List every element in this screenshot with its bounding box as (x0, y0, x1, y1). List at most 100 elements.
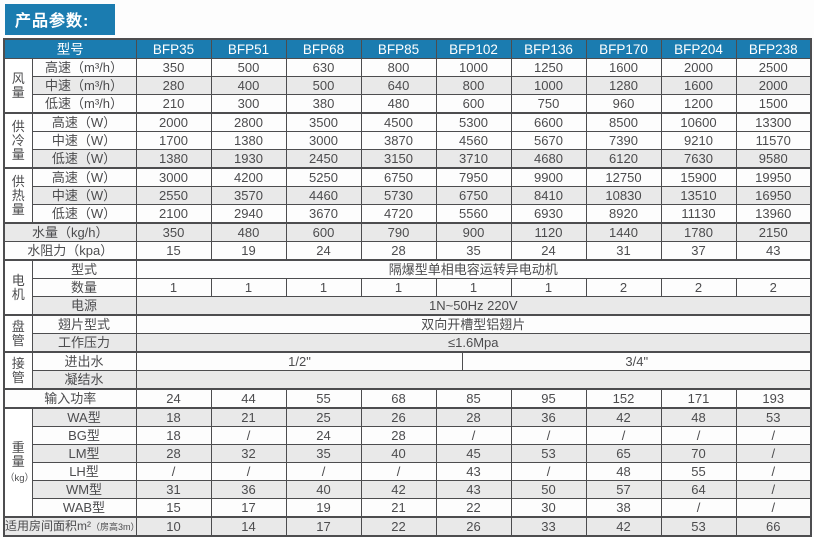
value-cell: 500 (285, 76, 362, 95)
value-cell: 11130 (660, 204, 737, 224)
value-cell: 57 (585, 480, 662, 499)
value-cell: 3870 (360, 131, 437, 150)
group-label-char: 机 (11, 286, 25, 302)
table-row: 水量（kg/h） 350 480 600 790 900 1120 1440 1780 2150 (3, 222, 812, 242)
page-title: 产品参数: (5, 4, 116, 35)
row-label-note: （房高3m） (91, 521, 136, 532)
value-cell: / (210, 462, 287, 481)
value-cell: 50 (510, 480, 587, 499)
row-label-cell: 进出水 (31, 351, 137, 371)
value-cell: 10600 (660, 112, 737, 132)
value-cell: / (510, 426, 587, 445)
value-cell: 30 (510, 498, 587, 518)
value-cell: 19 (285, 498, 362, 518)
table-row: 盘管翅片型式 双向开槽型铝翅片 (3, 314, 812, 353)
value-cell: 3670 (285, 204, 362, 224)
value-cell: 95 (510, 388, 587, 409)
value-cell: 1 (210, 278, 287, 297)
value-cell: 1780 (660, 222, 737, 242)
group-label-char: 接 (11, 355, 25, 371)
value-cell: 7390 (585, 131, 662, 150)
table-body: 风量高速（m³/h） 350 500 630 800 1000 1250 1600 2000 25… (3, 58, 812, 537)
value-cell: 35 (285, 444, 362, 463)
value-cell: 15900 (660, 167, 737, 187)
value-cell: 600 (285, 222, 362, 242)
value-cell: 1600 (660, 76, 737, 95)
value-cell: 28 (360, 426, 437, 445)
value-cell: 11570 (735, 131, 812, 150)
value-cell: 28 (435, 407, 512, 427)
value-cell: 5300 (435, 112, 512, 132)
value-cell: / (735, 462, 812, 481)
value-cell: 19 (210, 241, 287, 261)
group-label-char: 管 (11, 369, 25, 385)
group-label-char: 电 (11, 272, 25, 288)
table-row: 凝结水 (4, 370, 812, 390)
value-cell: 1380 (135, 149, 212, 169)
value-cell: 6600 (510, 112, 587, 132)
value-cell: 171 (660, 388, 737, 409)
value-cell: 85 (435, 388, 512, 409)
value-cell: 1930 (210, 149, 287, 169)
value-cell: 2150 (735, 222, 812, 242)
value-cell: 300 (210, 94, 287, 114)
value-cell: 2 (660, 278, 737, 297)
value-cell: 19950 (735, 167, 812, 187)
value-cell: 3570 (210, 186, 287, 205)
table-row: 适用房间面积m²（房高3m） 10 14 17 22 26 33 42 53 66 (3, 516, 812, 537)
row-label-cell: 适用房间面积m²（房高3m） (3, 516, 137, 537)
value-cell: 1 (435, 278, 512, 297)
value-cell: 43 (735, 241, 812, 261)
value-cell: 42 (585, 516, 662, 537)
value-cell: 800 (360, 58, 437, 77)
value-cell: 380 (285, 94, 362, 114)
value-cell: / (510, 462, 587, 481)
value-cell: 3500 (285, 112, 362, 132)
value-cell: 48 (660, 407, 737, 427)
value-cell: 35 (435, 241, 512, 261)
value-cell: / (210, 426, 287, 445)
pipe-size-right: 3/4" (625, 354, 649, 369)
value-cell: 5730 (360, 186, 437, 205)
group-label-char: 冷 (11, 132, 25, 148)
value-cell: 350 (135, 222, 212, 242)
value-cell: 14 (210, 516, 287, 537)
value-cell: 55 (285, 388, 362, 409)
value-cell: 2940 (210, 204, 287, 224)
value-cell: 18 (135, 407, 212, 427)
value-cell: 2800 (210, 112, 287, 132)
value-cell: 25 (285, 407, 362, 427)
value-cell: 36 (210, 480, 287, 499)
value-cell: 280 (135, 76, 212, 95)
table-row: 供热量高速（W） 3000 4200 5250 6750 7950 9900 12750 159… (3, 167, 812, 224)
model-column-header: BFP136 (510, 38, 587, 59)
row-label-cell: 电源 (31, 296, 137, 316)
value-cell: / (735, 444, 812, 463)
value-cell: 210 (135, 94, 212, 114)
value-cell: 5560 (435, 204, 512, 224)
value-cell: 18 (135, 426, 212, 445)
value-cell: 1500 (735, 94, 812, 114)
table-row: 低速（W） 1380 1930 2450 3150 3710 4680 6120 7630 958… (4, 149, 812, 169)
value-cell: 45 (435, 444, 512, 463)
table-row: LH型 / / //43/48 55/ (4, 462, 812, 481)
group-label-char: 量 (11, 201, 25, 217)
model-column-header: BFP85 (360, 38, 437, 59)
value-cell: 28 (135, 444, 212, 463)
table-row: 中速（W） 2550 3570 4460 5730 6750 8410 10830 13510 1… (4, 186, 812, 205)
value-cell: 24 (510, 241, 587, 261)
value-cell: 13960 (735, 204, 812, 224)
value-cell: 53 (660, 516, 737, 537)
group-label-char: 供 (11, 173, 25, 189)
value-cell: 800 (435, 76, 512, 95)
value-cell: 9580 (735, 149, 812, 169)
value-cell: 630 (285, 58, 362, 77)
model-column-header: BFP204 (660, 38, 737, 59)
row-label-cell: 中速（m³/h） (31, 76, 137, 95)
split-value-cell: 1/2" 3/4" (135, 351, 812, 371)
value-cell: 70 (660, 444, 737, 463)
value-cell: / (660, 498, 737, 518)
table-row: WAB型 15 17 19 21 22 30 38// (4, 498, 812, 518)
value-cell: 55 (660, 462, 737, 481)
group-label-char: 风 (11, 70, 25, 86)
